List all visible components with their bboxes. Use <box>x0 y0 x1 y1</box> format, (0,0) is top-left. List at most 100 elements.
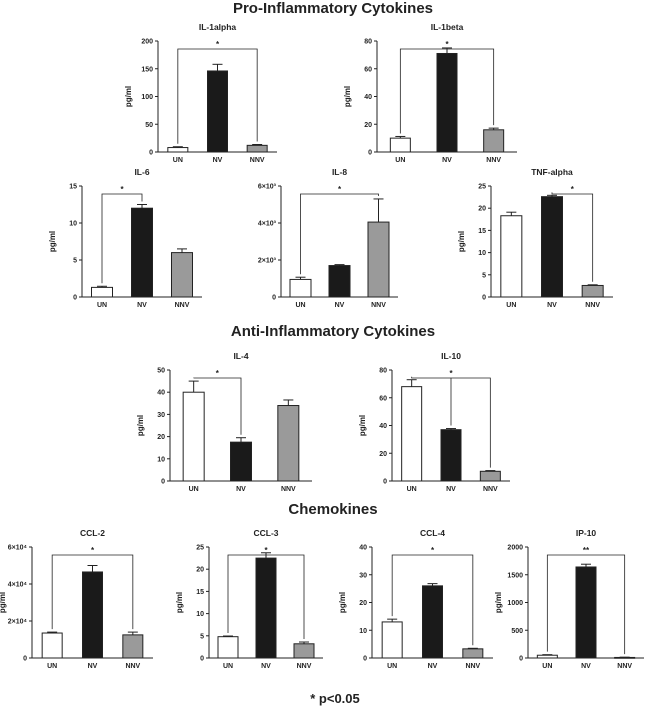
section-title-pro: Pro-Inflammatory Cytokines <box>233 0 433 17</box>
bar-nv <box>436 52 458 153</box>
y-tick-label: 0 <box>23 656 27 663</box>
y-tick-label: 60 <box>379 395 387 402</box>
y-tick-label: 50 <box>157 368 165 375</box>
y-tick-label: 0 <box>149 150 153 157</box>
significance-bracket <box>51 554 134 630</box>
y-tick-label: 80 <box>379 368 387 375</box>
chart-il10: IL-10 pg/ml 0 20 40 60 80 UN NV NNV * <box>358 351 510 493</box>
bar-nnv <box>171 252 193 298</box>
chart-ccl2: CCL-2 pg/ml 0 2×10⁴ 4×10⁴ 6×10⁴ UN NV NNV * <box>0 528 153 670</box>
y-tick-label: 80 <box>364 39 372 46</box>
y-axis-label: pg/ml <box>175 592 184 613</box>
bar-nv <box>82 571 103 659</box>
y-tick-label: 0 <box>482 295 486 302</box>
y-axis-label: pg/ml <box>48 231 57 252</box>
bar-un <box>182 391 205 482</box>
x-category-label: NV <box>446 486 456 493</box>
x-category-label: NNV <box>297 663 312 670</box>
y-tick-label: 5 <box>200 633 204 640</box>
chart-title: IL-6 <box>134 167 149 177</box>
y-tick-label: 0 <box>272 295 276 302</box>
chart-ccl4: CCL-4 pg/ml 0 10 20 30 40 UN NV NNV * <box>338 528 493 670</box>
y-tick-label: 15 <box>478 228 486 235</box>
y-tick-label: 0 <box>363 656 367 663</box>
significance-bracket <box>399 48 495 134</box>
bar-nv <box>230 441 252 482</box>
x-category-label: NNV <box>371 302 386 309</box>
y-axis-label: pg/ml <box>457 231 466 252</box>
x-category-label: UN <box>189 486 199 493</box>
chart-title: IL-4 <box>233 351 248 361</box>
y-tick-label: 40 <box>157 390 165 397</box>
x-category-label: UN <box>387 663 397 670</box>
chart-title: CCL-3 <box>253 528 278 538</box>
y-tick-label: 0 <box>200 656 204 663</box>
y-tick-label: 20 <box>364 122 372 129</box>
y-tick-label: 2×10³ <box>258 258 277 265</box>
bar-un <box>167 147 189 153</box>
chart-title: TNF-alpha <box>531 167 573 177</box>
y-tick-label: 10 <box>359 628 367 635</box>
bar-un <box>536 654 558 659</box>
significance-bracket <box>101 193 143 284</box>
y-tick-label: 4×10³ <box>258 221 277 228</box>
y-tick-label: 10 <box>196 611 204 618</box>
significance-marker: ** <box>583 546 590 555</box>
x-category-label: NV <box>261 663 271 670</box>
bar-un <box>381 621 403 659</box>
y-axis-label: pg/ml <box>343 86 352 107</box>
bar-nnv <box>581 284 604 298</box>
y-tick-label: 50 <box>145 122 153 129</box>
significance-bracket <box>551 192 594 282</box>
y-tick-label: 1500 <box>507 572 523 579</box>
significance-marker: * <box>449 369 453 378</box>
significance-marker: * <box>445 40 449 49</box>
bar-nnv <box>483 129 505 153</box>
x-category-label: NNV <box>281 486 296 493</box>
chart-il1b: IL-1beta pg/ml 0 20 40 60 80 UN NV NNV * <box>343 22 517 164</box>
bar-nv <box>440 429 462 482</box>
y-tick-label: 40 <box>379 423 387 430</box>
significance-marker: * <box>216 40 220 49</box>
significance-marker: * <box>431 546 435 555</box>
significance-marker: * <box>216 369 220 378</box>
bar-nv <box>328 265 351 298</box>
chart-ip10: IP-10 pg/ml 0 500 1000 1500 2000 UN NV NNV ** <box>494 528 644 670</box>
y-tick-label: 30 <box>359 572 367 579</box>
y-tick-label: 20 <box>359 600 367 607</box>
chart-title: IL-1beta <box>431 22 464 32</box>
y-tick-label: 20 <box>157 434 165 441</box>
x-category-label: NNV <box>617 663 632 670</box>
y-tick-label: 30 <box>157 412 165 419</box>
significance-bracket <box>300 193 379 275</box>
y-tick-label: 4×10⁴ <box>8 582 28 589</box>
y-tick-label: 25 <box>196 545 204 552</box>
x-category-label: NV <box>547 302 557 309</box>
chart-title: IL-8 <box>332 167 347 177</box>
bar-nv <box>575 566 597 659</box>
bar-nnv <box>462 648 484 659</box>
y-axis-label: pg/ml <box>0 592 7 613</box>
y-axis-label: pg/ml <box>338 592 347 613</box>
x-category-label: NV <box>442 157 452 164</box>
chart-il8: IL-8 0 2×10³ 4×10³ 6×10³ UN NV NNV * <box>258 167 398 309</box>
chart-title: CCL-2 <box>80 528 105 538</box>
significance-marker: * <box>338 185 342 194</box>
x-category-label: NV <box>213 157 223 164</box>
bar-nnv <box>479 470 501 482</box>
y-tick-label: 150 <box>141 66 153 73</box>
significance-bracket <box>391 554 474 646</box>
significance-bracket <box>227 554 305 640</box>
bar-nnv <box>367 221 390 298</box>
y-axis-label: pg/ml <box>494 592 503 613</box>
x-category-label: NNV <box>486 157 501 164</box>
bar-nv <box>131 207 153 298</box>
x-category-label: UN <box>506 302 516 309</box>
bar-nv <box>541 196 563 298</box>
bar-nnv <box>277 405 300 482</box>
y-tick-label: 20 <box>478 206 486 213</box>
significance-marker: * <box>91 546 95 555</box>
significance-marker: * <box>264 546 268 555</box>
x-category-label: UN <box>295 302 305 309</box>
